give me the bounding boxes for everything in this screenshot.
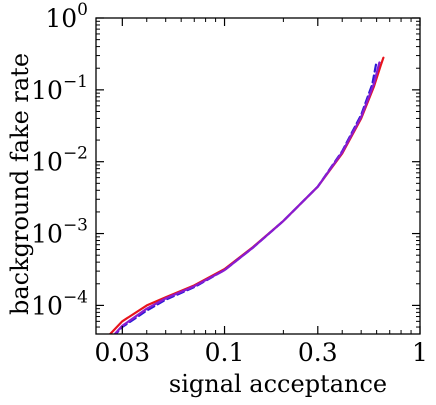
- y-tick-label-base: 10: [45, 4, 77, 33]
- y-tick-label-exponent: −1: [63, 72, 88, 92]
- series-layer: [109, 56, 385, 334]
- y-tick-label: 10−3: [31, 216, 88, 249]
- x-axis-label: signal acceptance: [169, 370, 387, 398]
- x-tick-label: 0.3: [298, 338, 338, 367]
- x-tick-label: 1: [412, 338, 428, 367]
- y-tick-label: 10−2: [31, 144, 88, 177]
- y-tick-label-exponent: −2: [63, 144, 88, 164]
- y-tick-label-exponent: 0: [77, 0, 88, 20]
- y-tick-label: 10−1: [31, 72, 88, 105]
- y-tick-label-exponent: −3: [63, 216, 88, 236]
- y-tick-label-base: 10: [31, 220, 63, 249]
- x-tick-label: 0.03: [94, 338, 150, 367]
- x-tick-label: 0.1: [205, 338, 245, 367]
- y-tick-label: 100: [45, 0, 88, 33]
- plot-frame: [95, 17, 421, 335]
- y-tick-label: 10−4: [31, 287, 88, 320]
- series-line-2: [114, 60, 378, 334]
- y-tick-label-exponent: −4: [63, 287, 88, 307]
- y-tick-label-base: 10: [31, 291, 63, 320]
- series-line-3: [113, 61, 381, 334]
- series-line-1: [109, 56, 385, 334]
- y-axis-label: background fake rate: [6, 53, 34, 315]
- y-tick-label-base: 10: [31, 76, 63, 105]
- y-tick-label-base: 10: [31, 148, 63, 177]
